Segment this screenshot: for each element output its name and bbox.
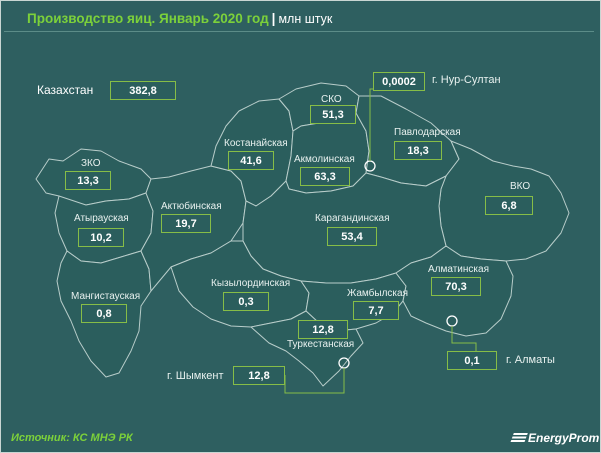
city-label-nur-sultan: г. Нур-Султан [432,74,501,86]
region-label-pavlodar: Павлодарская [394,127,461,138]
city-label-almaty: г. Алматы [506,354,555,366]
region-value-kostanay: 41,6 [228,151,274,170]
region-value-almaty-region: 70,3 [431,277,481,296]
region-label-zhambyl: Жамбылская [347,288,408,299]
region-value-vko: 6,8 [485,196,533,215]
almaty-leader [451,326,477,351]
logo-text: EnergyProm [528,431,600,445]
region-value-karaganda: 53,4 [327,227,377,246]
region-value-zko: 13,3 [65,171,111,190]
region-label-karaganda: Карагандинская [315,213,390,224]
country-total-value: 382,8 [110,81,176,100]
shymkent-leader [284,368,345,394]
region-value-sko: 51,3 [310,105,356,124]
region-value-atyrau: 10,2 [78,228,124,247]
region-label-kyzylorda: Кызылординская [211,278,291,289]
title-divider [4,31,594,32]
city-label-shymkent: г. Шымкент [167,370,224,382]
region-value-pavlodar: 18,3 [394,141,442,160]
energyprom-logo: EnergyProm [510,431,600,445]
region-value-zhambyl: 7,7 [353,301,399,320]
region-label-kostanay: Костанайская [224,138,288,149]
region-label-sko: СКО [321,94,342,105]
region-value-akmola: 63,3 [300,167,350,186]
region-label-akmola: Акмолинская [294,154,355,165]
region-label-vko: ВКО [510,181,531,192]
region-label-aktobe: Актюбинская [161,201,222,212]
source-note: Источник: КС МНЭ РК [11,432,133,444]
region-label-almaty-region: Алматинская [428,264,489,275]
region-label-turkestan: Туркестанская [287,339,355,350]
nur-sultan-leader [369,88,373,161]
region-label-mangistau: Мангистауская [71,291,141,302]
country-label: Казахстан [37,83,94,97]
logo-mark-icon [510,433,528,443]
region-shape-turkestan [250,310,364,387]
title-text: Производство яиц. Январь 2020 год [27,11,269,26]
map-title: Производство яиц. Январь 2020 год | млн шт… [27,11,332,26]
region-label-zko: ЗКО [81,158,101,169]
city-value-almaty: 0,1 [447,351,497,370]
title-separator: | [271,11,276,26]
region-value-kyzylorda: 0,3 [223,292,269,311]
region-value-turkestan: 12,8 [298,320,348,339]
unit-label: млн штук [278,12,333,26]
region-value-mangistau: 0,8 [81,304,127,323]
city-value-nur-sultan: 0,0002 [373,72,425,91]
region-value-aktobe: 19,7 [161,214,211,233]
region-label-atyrau: Атырауская [74,213,129,224]
city-value-shymkent: 12,8 [233,366,285,385]
